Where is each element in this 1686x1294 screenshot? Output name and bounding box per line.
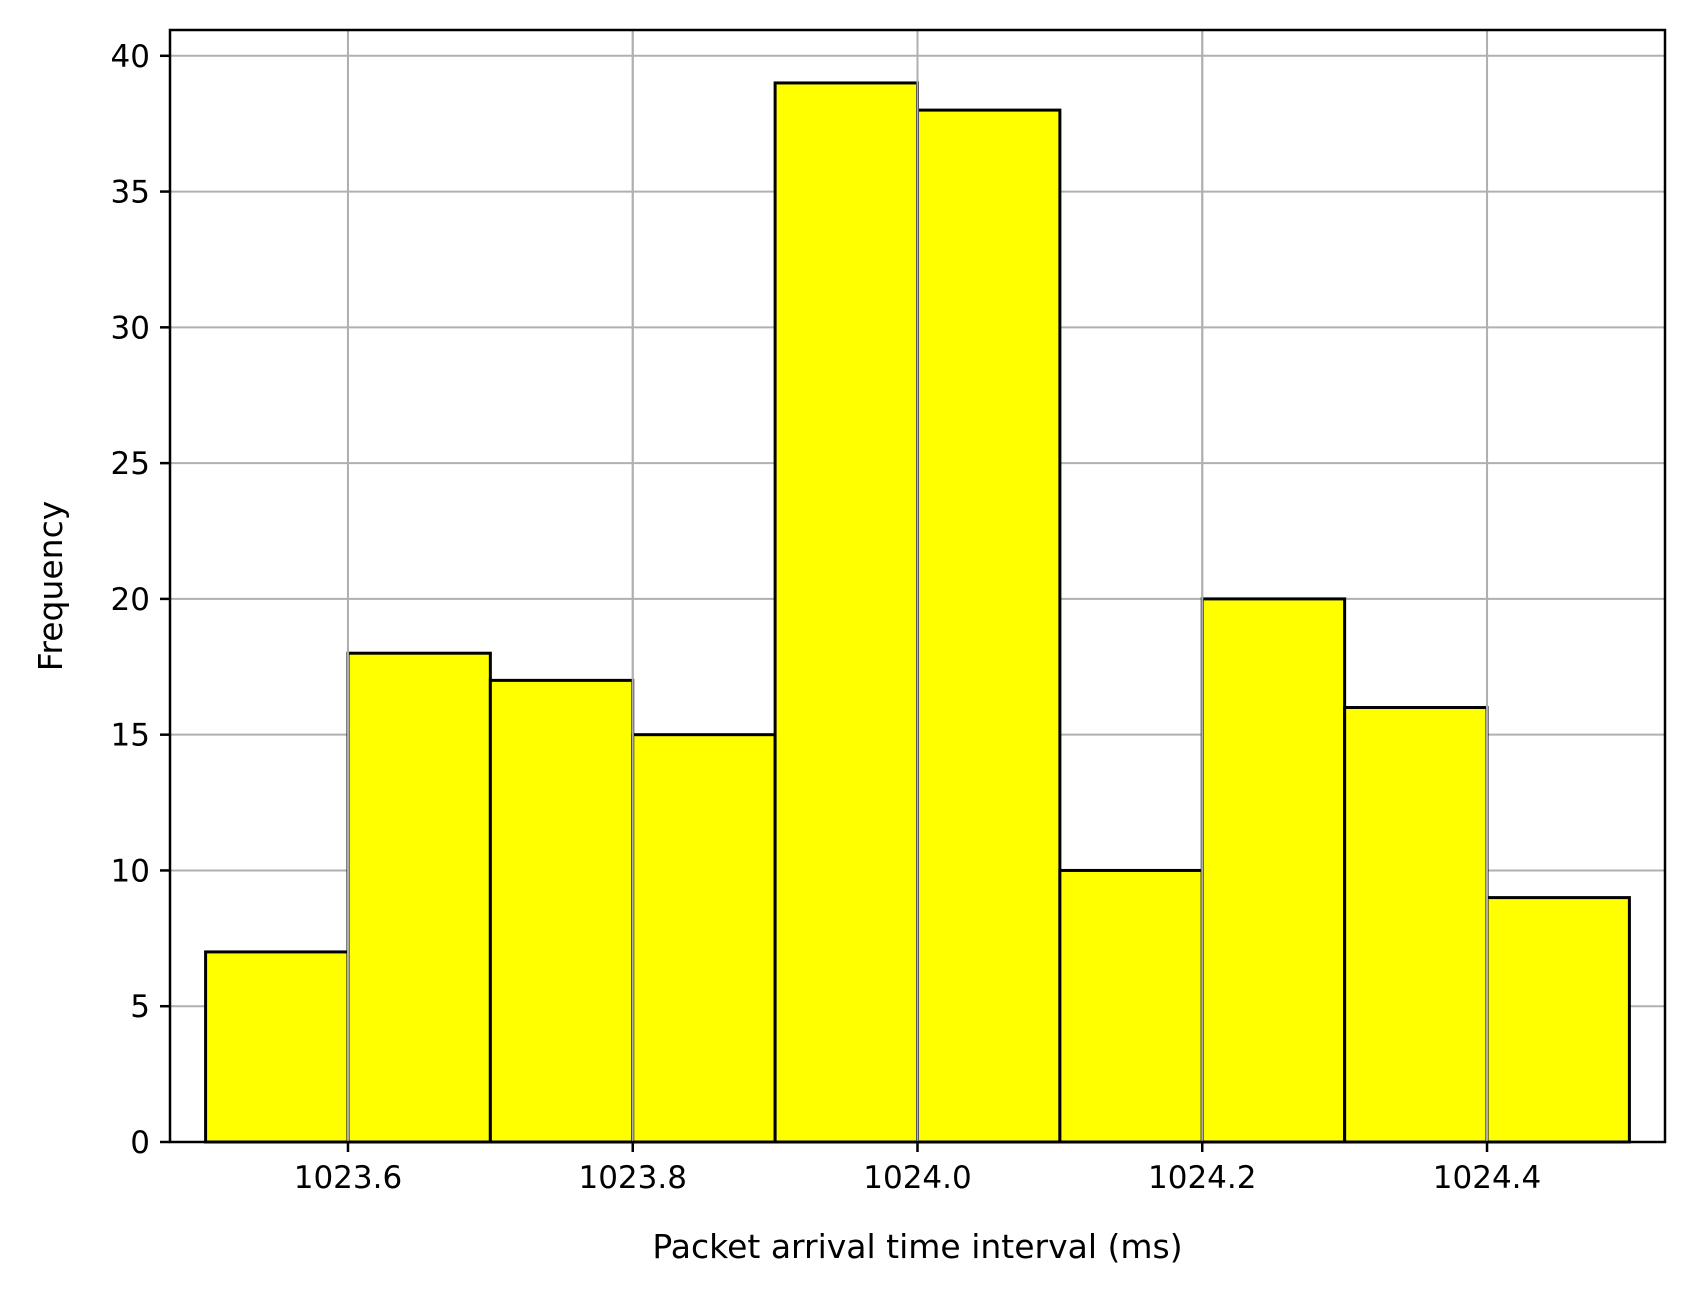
- y-tick-label: 40: [111, 39, 150, 75]
- x-tick-label: 1024.4: [1433, 1160, 1541, 1196]
- histogram-bar: [1200, 597, 1347, 1144]
- histogram-bar: [1343, 706, 1489, 1144]
- y-tick-label: 35: [111, 175, 150, 211]
- y-tick-label: 25: [111, 446, 150, 482]
- grid-lines-overlay: [346, 30, 1489, 1142]
- x-tick-label: 1023.6: [294, 1160, 402, 1196]
- x-tick-label: 1024.0: [863, 1160, 971, 1196]
- histogram-bar: [204, 950, 350, 1144]
- y-tick-label: 10: [111, 853, 150, 889]
- y-tick-label: 5: [130, 989, 150, 1025]
- y-axis-ticks: 0 5 10 15 20 25 30 35 40: [111, 39, 170, 1161]
- histogram-bar: [488, 678, 635, 1144]
- histogram-bar: [773, 81, 919, 1144]
- x-tick-label: 1024.2: [1148, 1160, 1256, 1196]
- x-axis-label: Packet arrival time interval (ms): [652, 1227, 1182, 1266]
- x-axis-ticks: 1023.6 1023.8 1024.0 1024.2 1024.4: [294, 1142, 1541, 1196]
- histogram-bars: [204, 81, 1631, 1144]
- histogram-bar: [916, 108, 1062, 1144]
- y-tick-label: 15: [111, 718, 150, 754]
- histogram-bar: [631, 733, 777, 1144]
- y-tick-label: 20: [111, 582, 150, 618]
- y-axis-label: Frequency: [31, 501, 70, 671]
- y-tick-label: 30: [111, 310, 150, 346]
- y-tick-label: 0: [130, 1125, 150, 1161]
- histogram-bar: [1058, 868, 1204, 1144]
- histogram-bar: [346, 651, 492, 1144]
- x-tick-label: 1023.8: [578, 1160, 686, 1196]
- histogram-bar: [1485, 896, 1631, 1144]
